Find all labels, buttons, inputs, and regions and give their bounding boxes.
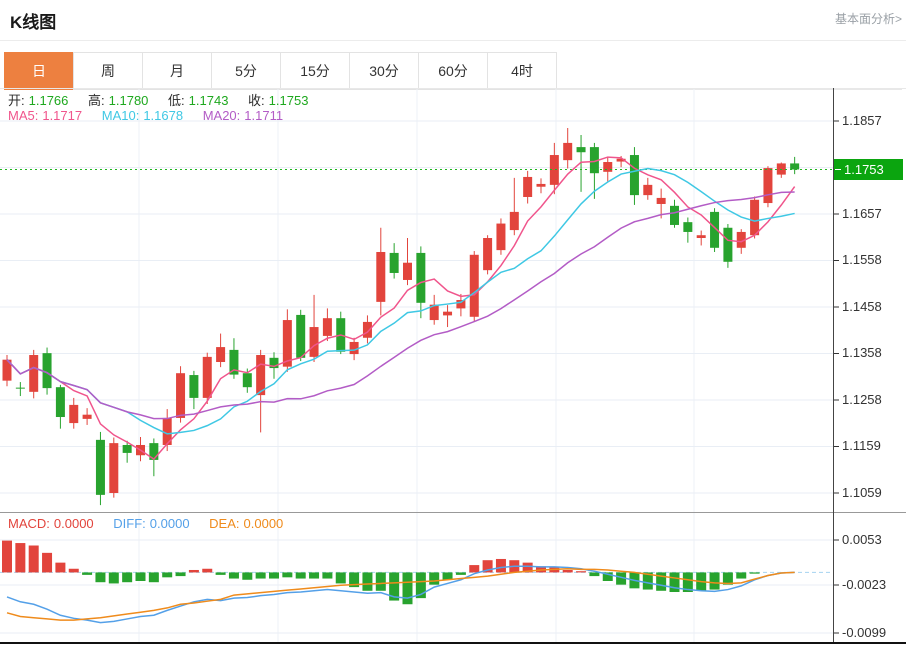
tab-weekly[interactable]: 周 xyxy=(73,52,143,90)
price-tick: 1.1358 xyxy=(842,345,882,360)
diff-label: DIFF: xyxy=(113,516,146,531)
price-tick: 1.1258 xyxy=(842,392,882,407)
dea-value: 0.0000 xyxy=(243,516,284,531)
tab-30min[interactable]: 30分 xyxy=(349,52,419,90)
ma20-label: MA20: xyxy=(202,108,241,123)
ma10-label: MA10: xyxy=(101,108,140,123)
low-label: 低: xyxy=(168,93,185,108)
ma5-label: MA5: xyxy=(8,108,39,123)
header-divider xyxy=(0,40,906,41)
price-tick: 1.1657 xyxy=(842,206,882,221)
timeframe-tabs: 日 周 月 5分 15分 30分 60分 4时 xyxy=(4,52,902,90)
macd-tick: 0.0053 xyxy=(842,532,882,547)
macd-tick: -0.0099 xyxy=(842,625,887,640)
tab-4hour[interactable]: 4时 xyxy=(487,52,557,90)
ma20-value: 1.1711 xyxy=(244,108,284,123)
ohlc-readout: 开: 1.1766 高: 1.1780 低: 1.1743 收: 1.1753 xyxy=(8,90,312,109)
price-tick: 1.1159 xyxy=(842,438,881,453)
price-tick: 1.1558 xyxy=(842,252,882,267)
diff-value: 0.0000 xyxy=(149,516,190,531)
page-title: K线图 xyxy=(10,13,57,32)
kline-chart[interactable] xyxy=(0,88,906,646)
macd-value: 0.0000 xyxy=(53,516,94,531)
tab-daily[interactable]: 日 xyxy=(4,52,74,90)
ma5-value: 1.1717 xyxy=(42,108,83,123)
macd-tick: -0.0023 xyxy=(842,577,887,592)
ma-readout: MA5: 1.1717 MA10: 1.1678 MA20: 1.1711 xyxy=(8,108,287,123)
price-tick: 1.1458 xyxy=(842,299,882,314)
macd-label: MACD: xyxy=(8,516,50,531)
fundamental-analysis-link[interactable]: 基本面分析> xyxy=(834,12,902,26)
open-value: 1.1766 xyxy=(28,93,69,108)
tab-monthly[interactable]: 月 xyxy=(142,52,212,90)
high-value: 1.1780 xyxy=(108,93,149,108)
price-tick: 1.1059 xyxy=(842,485,882,500)
current-price-tag: 1.1753 xyxy=(834,159,903,180)
price-tick: 1.1857 xyxy=(842,113,882,128)
ma10-value: 1.1678 xyxy=(143,108,184,123)
dea-label: DEA: xyxy=(209,516,240,531)
tab-15min[interactable]: 15分 xyxy=(280,52,350,90)
tab-60min[interactable]: 60分 xyxy=(418,52,488,90)
low-value: 1.1743 xyxy=(188,93,229,108)
open-label: 开: xyxy=(8,93,25,108)
high-label: 高: xyxy=(88,93,105,108)
close-value: 1.1753 xyxy=(268,93,309,108)
close-label: 收: xyxy=(248,93,265,108)
chart-area: 开: 1.1766 高: 1.1780 低: 1.1743 收: 1.1753 MA5:… xyxy=(0,88,906,646)
tab-5min[interactable]: 5分 xyxy=(211,52,281,90)
macd-readout: MACD: 0.0000 DIFF: 0.0000 DEA: 0.0000 xyxy=(8,516,287,531)
